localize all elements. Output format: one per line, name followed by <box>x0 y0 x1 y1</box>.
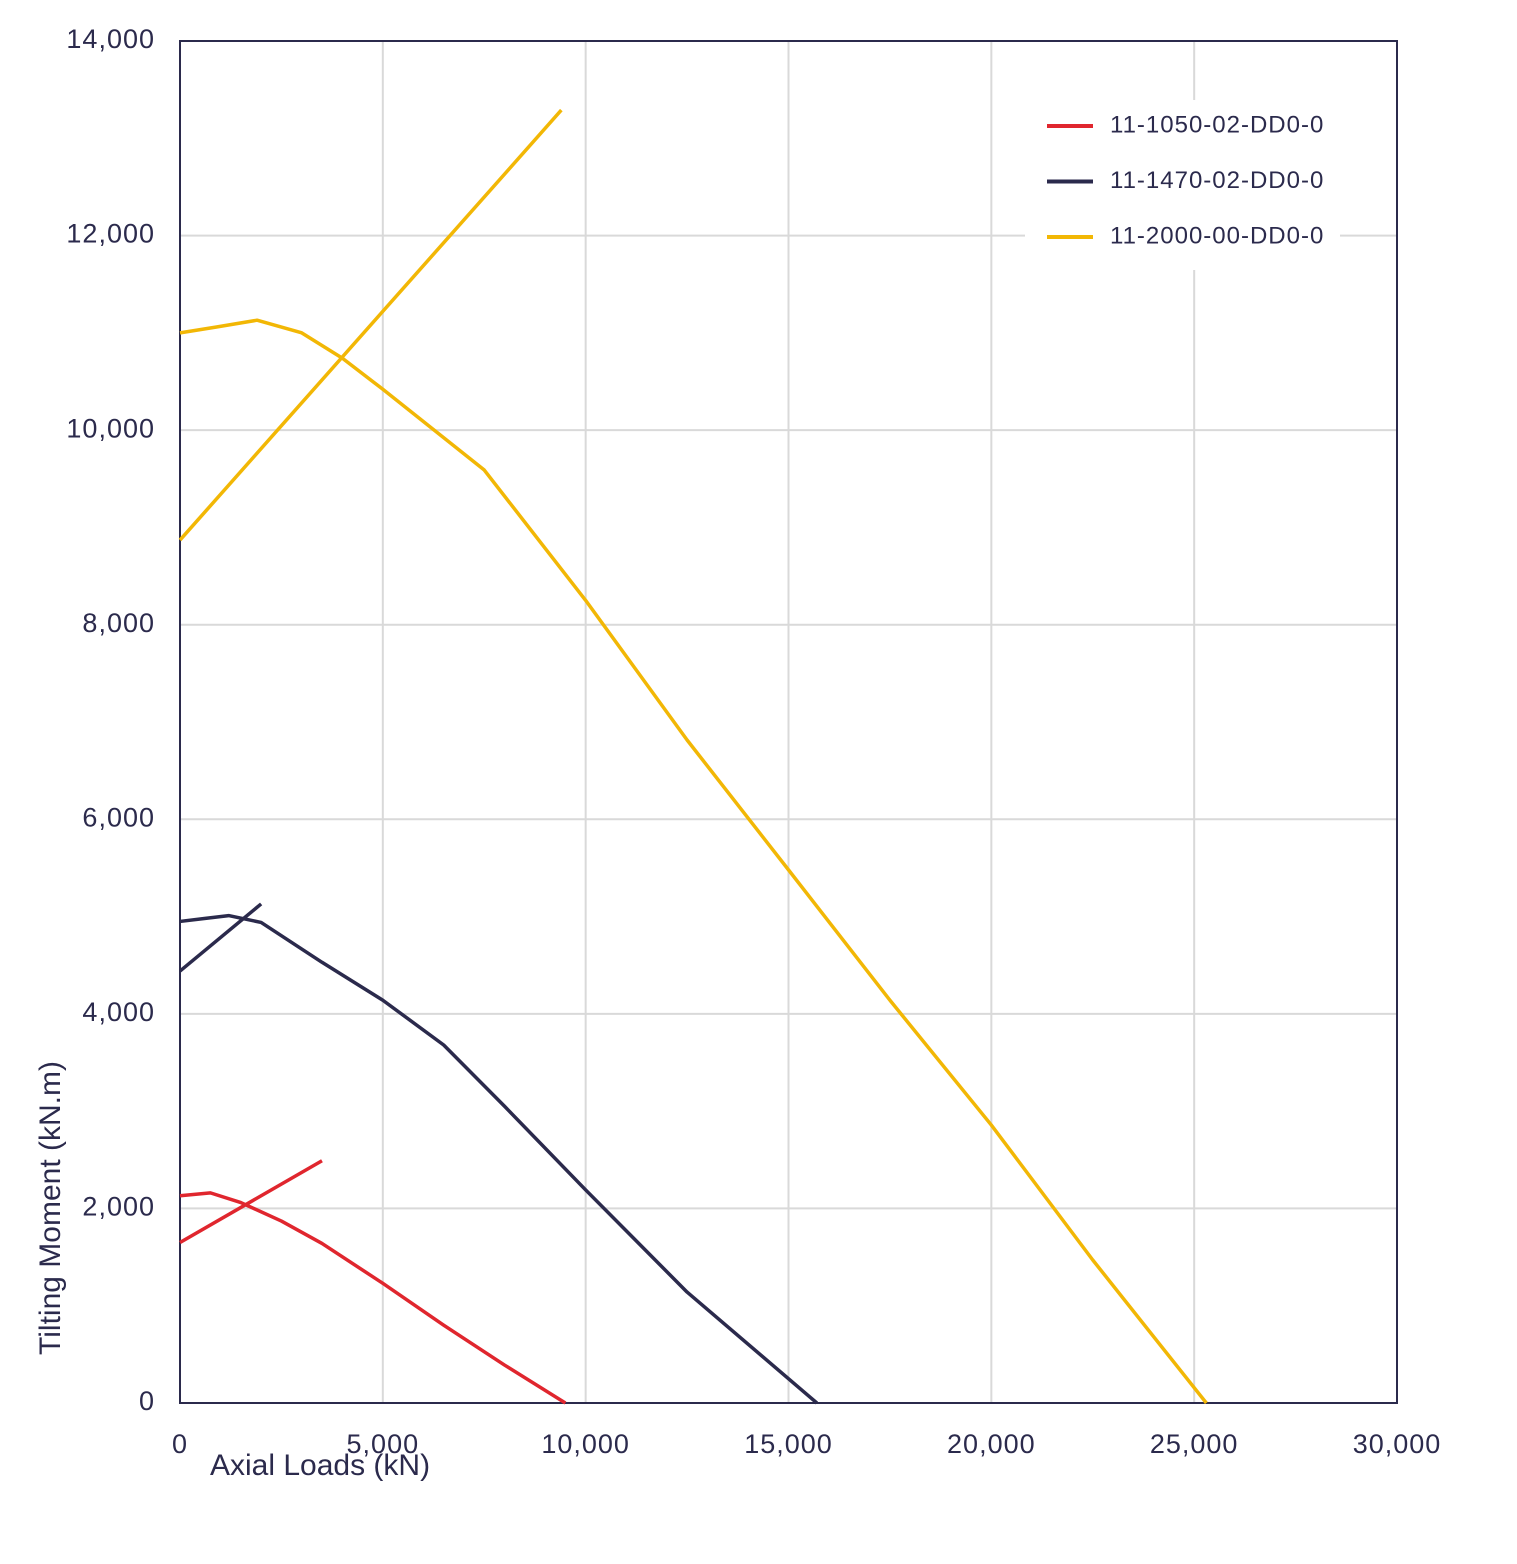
x-axis-title: Axial Loads (kN) <box>210 1449 430 1482</box>
plot-frame <box>179 40 1398 1404</box>
series-line <box>178 902 819 1405</box>
x-tick-label: 20,000 <box>947 1429 1036 1459</box>
legend-box <box>1025 100 1340 270</box>
x-tick-label: 25,000 <box>1150 1429 1239 1459</box>
y-tick-label: 0 <box>139 1386 155 1416</box>
legend-label: 11-1470-02-DD0-0 <box>1110 167 1324 194</box>
y-tick-label: 6,000 <box>82 802 155 832</box>
x-tick-label: 5,000 <box>347 1429 420 1459</box>
y-tick-label: 2,000 <box>82 1192 155 1222</box>
y-tick-label: 8,000 <box>82 608 155 638</box>
x-tick-label: 15,000 <box>744 1429 833 1459</box>
y-tick-label: 12,000 <box>66 219 155 249</box>
series-line <box>178 108 1208 1405</box>
x-tick-label: 30,000 <box>1353 1429 1442 1459</box>
legend: 11-1050-02-DD0-0 11-1470-02-DD0-0 11-2000-… <box>1025 100 1340 270</box>
y-tick-label: 10,000 <box>66 413 155 443</box>
series-line <box>179 1159 567 1405</box>
x-tick-label: 0 <box>172 1429 188 1459</box>
y-axis-title: Tilting Moment (kN.m) <box>34 1061 67 1355</box>
x-tick-label: 10,000 <box>541 1429 630 1459</box>
y-tick-label: 14,000 <box>66 24 155 54</box>
legend-label: 11-1050-02-DD0-0 <box>1110 111 1324 138</box>
y-tick-label: 4,000 <box>82 997 155 1027</box>
legend-label: 11-2000-00-DD0-0 <box>1110 222 1324 249</box>
